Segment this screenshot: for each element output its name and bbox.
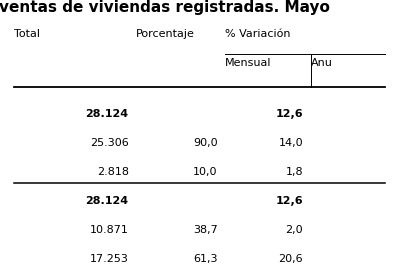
- Text: Porcentaje: Porcentaje: [136, 29, 195, 39]
- Text: 17.253: 17.253: [90, 254, 129, 264]
- Text: ventas de viviendas registradas. Mayo: ventas de viviendas registradas. Mayo: [0, 0, 330, 15]
- Text: 90,0: 90,0: [193, 138, 218, 148]
- Text: 2.818: 2.818: [97, 167, 129, 177]
- Text: Anu: Anu: [310, 58, 332, 68]
- Text: 28.124: 28.124: [86, 196, 129, 206]
- Text: 61,3: 61,3: [193, 254, 218, 264]
- Text: Mensual: Mensual: [225, 58, 272, 68]
- Text: 12,6: 12,6: [276, 196, 303, 206]
- Text: 25.306: 25.306: [90, 138, 129, 148]
- Text: Total: Total: [13, 29, 40, 39]
- Text: 1,8: 1,8: [285, 167, 303, 177]
- Text: 12,6: 12,6: [276, 109, 303, 119]
- Text: 10,0: 10,0: [193, 167, 218, 177]
- Text: 2,0: 2,0: [285, 225, 303, 235]
- Text: 28.124: 28.124: [86, 109, 129, 119]
- Text: 38,7: 38,7: [193, 225, 218, 235]
- Text: 14,0: 14,0: [278, 138, 303, 148]
- Text: 10.871: 10.871: [90, 225, 129, 235]
- Text: % Variación: % Variación: [225, 29, 291, 39]
- Text: 20,6: 20,6: [278, 254, 303, 264]
